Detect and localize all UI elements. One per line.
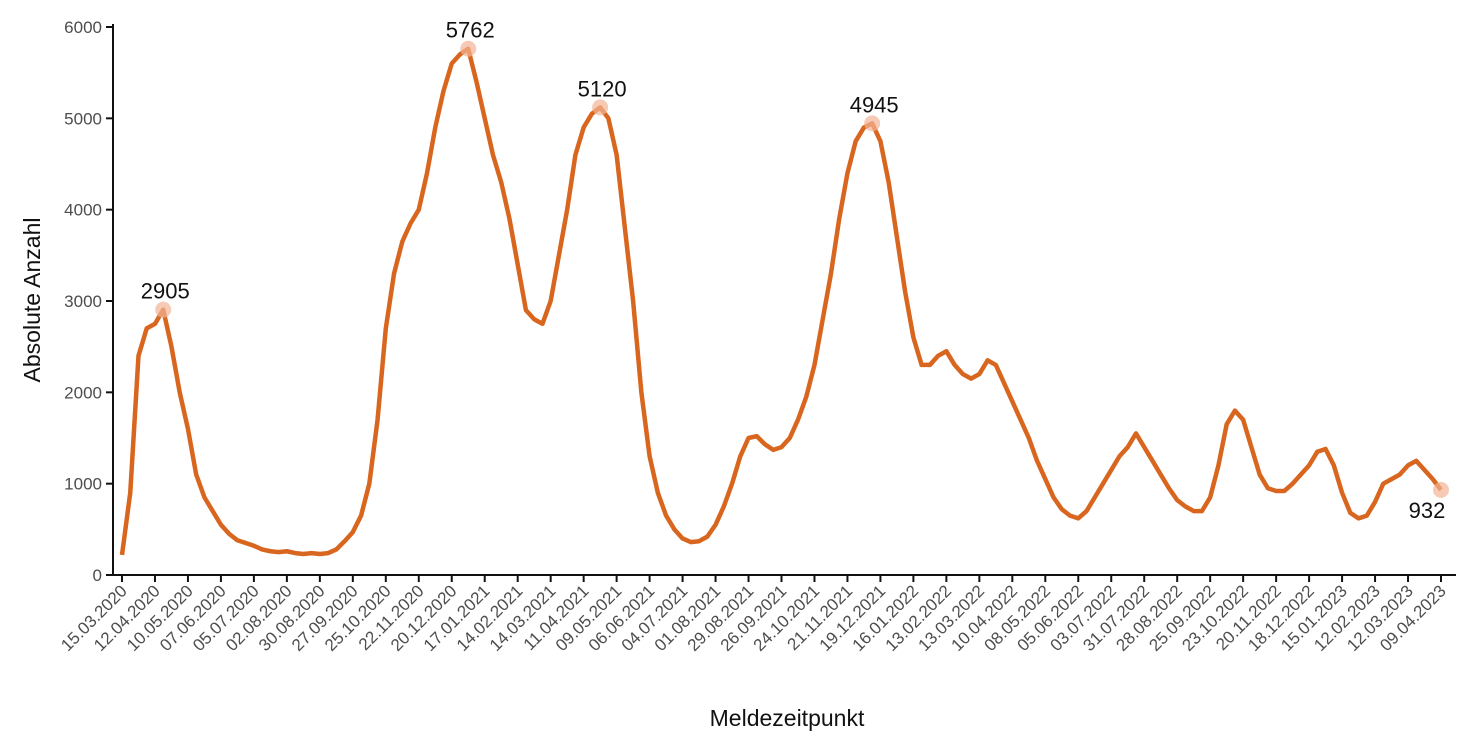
y-tick-label: 6000 bbox=[64, 18, 102, 37]
series-line bbox=[119, 46, 1443, 557]
highlight-point bbox=[864, 115, 881, 132]
data-label: 2905 bbox=[141, 279, 190, 304]
x-axis-title: Meldezeitpunkt bbox=[710, 705, 865, 731]
data-label: 932 bbox=[1409, 498, 1446, 523]
y-axis-title: Absolute Anzahl bbox=[19, 218, 45, 383]
y-tick-label: 3000 bbox=[64, 292, 102, 311]
data-label: 5120 bbox=[578, 76, 627, 101]
y-tick-label: 5000 bbox=[64, 109, 102, 128]
highlight-point bbox=[460, 40, 477, 57]
y-tick-label: 4000 bbox=[64, 201, 102, 220]
highlight-point bbox=[1433, 481, 1449, 498]
highlight-point bbox=[592, 99, 609, 116]
highlight-point bbox=[155, 301, 172, 318]
y-tick-label: 1000 bbox=[64, 475, 102, 494]
data-label: 4945 bbox=[850, 92, 899, 117]
y-tick-label: 0 bbox=[93, 566, 102, 585]
y-tick-label: 2000 bbox=[64, 383, 102, 402]
data-label: 5762 bbox=[446, 18, 495, 43]
